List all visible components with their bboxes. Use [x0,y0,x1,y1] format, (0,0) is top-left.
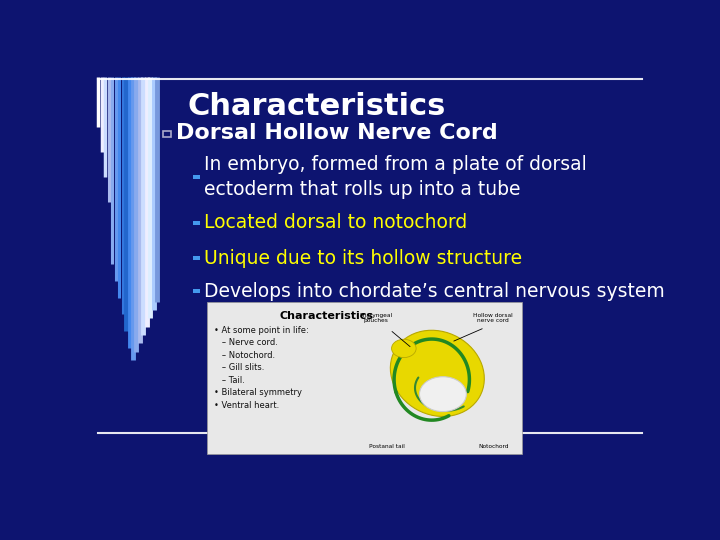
Text: Located dorsal to notochord: Located dorsal to notochord [204,213,468,232]
Text: Characteristics: Characteristics [280,311,374,321]
Bar [207,302,523,454]
Text: Pharyngeal
pouches: Pharyngeal pouches [359,313,392,323]
Text: Notochord: Notochord [478,443,508,449]
Text: In embryo, formed from a plate of dorsal
ectoderm that rolls up into a tube: In embryo, formed from a plate of dorsal… [204,156,587,199]
Text: Postanal tail: Postanal tail [369,443,405,449]
Text: Hollow dorsal
nerve cord: Hollow dorsal nerve cord [473,313,513,323]
Bar [193,221,200,225]
Ellipse shape [390,330,485,416]
Circle shape [392,339,416,357]
Circle shape [420,377,467,411]
Bar [193,175,200,179]
Text: Characteristics: Characteristics [188,92,446,121]
Bar [193,289,200,294]
Bar [193,256,200,260]
Text: Unique due to its hollow structure: Unique due to its hollow structure [204,248,523,268]
Bar [163,131,171,137]
Text: Develops into chordate’s central nervous system: Develops into chordate’s central nervous… [204,282,665,301]
Text: • At some point in life:
   – Nerve cord.
   – Notochord.
   – Gill slits.
   – : • At some point in life: – Nerve cord. –… [214,326,309,410]
Text: Dorsal Hollow Nerve Cord: Dorsal Hollow Nerve Cord [176,124,498,144]
